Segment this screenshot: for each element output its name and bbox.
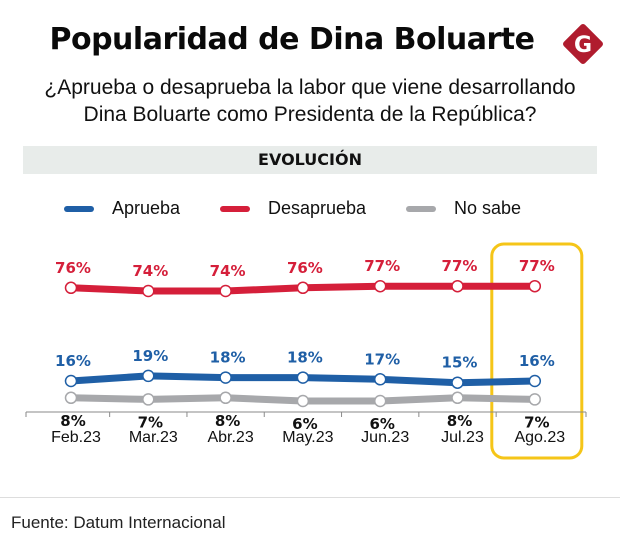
logo-diamond bbox=[563, 24, 603, 64]
data-label-no-sabe: 6% bbox=[369, 415, 394, 433]
data-label-desaprueba: 76% bbox=[55, 259, 91, 277]
data-point-desaprueba bbox=[528, 279, 542, 293]
legend-swatch-desaprueba bbox=[220, 205, 250, 212]
data-label-no-sabe: 7% bbox=[524, 413, 549, 431]
data-point-aprueba bbox=[64, 374, 78, 388]
data-point-no-sabe bbox=[451, 391, 464, 405]
section-label: EVOLUCIÓN bbox=[258, 150, 362, 169]
legend-swatch-aprueba bbox=[64, 205, 94, 212]
legend-swatch-no-sabe bbox=[406, 205, 436, 212]
data-point-aprueba bbox=[219, 371, 232, 384]
logo-letter: G bbox=[574, 33, 592, 58]
x-tick-label: May.23 bbox=[282, 429, 333, 446]
legend-item-aprueba: Aprueba bbox=[64, 198, 180, 219]
data-label-no-sabe: 8% bbox=[447, 412, 472, 430]
data-label-desaprueba: 74% bbox=[210, 262, 246, 280]
data-label-desaprueba: 77% bbox=[442, 257, 478, 275]
highlight-box bbox=[490, 242, 584, 460]
x-tick-label: Abr.23 bbox=[207, 429, 253, 446]
data-point-aprueba bbox=[451, 376, 464, 389]
data-point-aprueba bbox=[142, 369, 155, 383]
data-label-no-sabe: 8% bbox=[215, 412, 240, 430]
data-point-desaprueba bbox=[373, 279, 387, 293]
data-point-desaprueba bbox=[219, 284, 232, 298]
footer-divider bbox=[0, 497, 620, 498]
data-label-no-sabe: 6% bbox=[292, 415, 317, 433]
data-label-desaprueba: 76% bbox=[287, 259, 323, 277]
data-point-aprueba bbox=[528, 374, 542, 388]
chart-title-text: Popularidad de Dina Boluarte bbox=[49, 22, 535, 57]
data-label-desaprueba: 77% bbox=[519, 257, 555, 275]
data-point-desaprueba bbox=[451, 279, 464, 293]
legend-item-no-sabe: No sabe bbox=[406, 198, 521, 219]
data-label-aprueba: 16% bbox=[519, 352, 555, 370]
line-chart: Feb.23 Mar.23 Abr.23 May.23 Jun.23 Jul.23 Ago.… bbox=[25, 242, 587, 460]
data-point-desaprueba bbox=[64, 281, 78, 295]
data-label-no-sabe: 8% bbox=[60, 412, 85, 430]
x-tick-label: Jun.23 bbox=[361, 429, 409, 446]
data-point-desaprueba bbox=[142, 284, 155, 298]
data-point-desaprueba bbox=[296, 281, 310, 295]
data-label-aprueba: 15% bbox=[442, 354, 478, 372]
data-label-desaprueba: 77% bbox=[364, 257, 400, 275]
data-label-aprueba: 16% bbox=[55, 352, 91, 370]
data-point-no-sabe bbox=[528, 393, 542, 406]
subtitle-line-2: Dina Boluarte como Presidenta de la Repú… bbox=[83, 103, 537, 126]
x-tick-label: Ago.23 bbox=[514, 429, 565, 446]
data-point-no-sabe bbox=[142, 393, 155, 406]
data-point-no-sabe bbox=[64, 391, 78, 405]
data-point-aprueba bbox=[296, 371, 310, 384]
data-label-aprueba: 18% bbox=[287, 349, 323, 367]
x-tick-label: Jul.23 bbox=[441, 429, 484, 446]
data-point-no-sabe bbox=[373, 394, 387, 408]
chart-title: Popularidad de Dina Boluarte bbox=[0, 22, 620, 57]
data-point-no-sabe bbox=[296, 394, 310, 408]
data-label-aprueba: 18% bbox=[210, 349, 246, 367]
legend-label-aprueba: Aprueba bbox=[112, 198, 181, 218]
section-header: EVOLUCIÓN bbox=[23, 146, 597, 174]
source-note: Fuente: Datum Internacional bbox=[11, 513, 226, 532]
x-tick-label: Feb.23 bbox=[51, 429, 101, 446]
x-tick-label: Mar.23 bbox=[129, 429, 178, 446]
chart-subtitle: ¿Aprueba o desaprueba la labor que viene… bbox=[0, 74, 620, 128]
data-label-desaprueba: 74% bbox=[132, 262, 168, 280]
data-point-no-sabe bbox=[219, 391, 232, 405]
legend-item-desaprueba: Desaprueba bbox=[220, 198, 366, 219]
data-label-no-sabe: 7% bbox=[138, 413, 163, 431]
legend: Aprueba Desaprueba No sabe bbox=[0, 198, 620, 222]
subtitle-line-1: ¿Aprueba o desaprueba la labor que viene… bbox=[44, 76, 576, 99]
data-point-aprueba bbox=[373, 373, 387, 386]
legend-label-no-sabe: No sabe bbox=[454, 198, 522, 218]
data-label-aprueba: 17% bbox=[364, 350, 400, 368]
data-label-aprueba: 19% bbox=[132, 347, 168, 365]
gestion-logo-icon: G bbox=[563, 24, 603, 64]
legend-label-desaprueba: Desaprueba bbox=[268, 198, 367, 218]
